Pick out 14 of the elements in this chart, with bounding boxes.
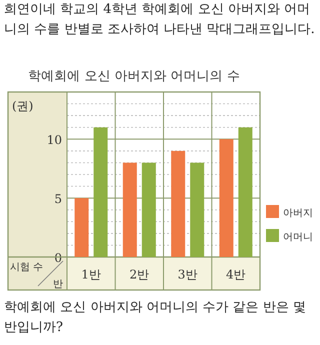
x-tick-label: 2반 [130, 268, 150, 282]
annotation: 학예회에 오신 아버지와 어머니의 수가 같은 반은 몇 반입니까? [4, 299, 307, 337]
y-axis-title: (권) [12, 99, 34, 113]
y-tick-label: 10 [46, 133, 62, 148]
annotation: 희연이네 학교의 4학년 학예회에 오신 아버지와 어머니의 수를 반별로 조사하여 나타낸 막대그래프입니다. [4, 1, 316, 39]
x-axis-title: 반 [53, 279, 63, 290]
x-tick-label: 3반 [178, 268, 198, 282]
annotation: 시험 수 [10, 262, 44, 273]
legend-label: 아버지 [283, 208, 313, 219]
x-tick-label: 4반 [226, 268, 246, 282]
x-tick-label: 1반 [81, 268, 101, 282]
chart-title: 학예회에 오신 아버지와 어머니의 수 [28, 69, 240, 84]
y-tick-label: 5 [54, 192, 62, 206]
legend-label: 어머니 [283, 232, 313, 243]
